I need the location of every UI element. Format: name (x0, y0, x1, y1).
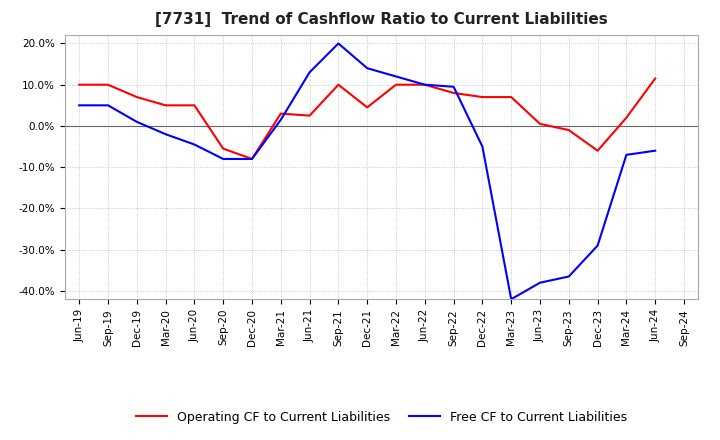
Free CF to Current Liabilities (449, 84, 458, 89)
Free CF to Current Liabilities (132, 119, 141, 125)
Operating CF to Current Liabilities (651, 76, 660, 81)
Operating CF to Current Liabilities (276, 111, 285, 116)
Free CF to Current Liabilities (478, 144, 487, 149)
Free CF to Current Liabilities (564, 274, 573, 279)
Free CF to Current Liabilities (104, 103, 112, 108)
Operating CF to Current Liabilities (363, 105, 372, 110)
Free CF to Current Liabilities (248, 156, 256, 161)
Operating CF to Current Liabilities (132, 95, 141, 100)
Legend: Operating CF to Current Liabilities, Free CF to Current Liabilities: Operating CF to Current Liabilities, Fre… (131, 406, 632, 429)
Free CF to Current Liabilities (363, 66, 372, 71)
Line: Free CF to Current Liabilities: Free CF to Current Liabilities (79, 44, 655, 299)
Free CF to Current Liabilities (190, 142, 199, 147)
Free CF to Current Liabilities (507, 297, 516, 302)
Operating CF to Current Liabilities (305, 113, 314, 118)
Title: [7731]  Trend of Cashflow Ratio to Current Liabilities: [7731] Trend of Cashflow Ratio to Curren… (156, 12, 608, 27)
Free CF to Current Liabilities (420, 82, 429, 87)
Free CF to Current Liabilities (219, 156, 228, 161)
Operating CF to Current Liabilities (334, 82, 343, 87)
Operating CF to Current Liabilities (593, 148, 602, 153)
Operating CF to Current Liabilities (248, 156, 256, 161)
Operating CF to Current Liabilities (219, 146, 228, 151)
Free CF to Current Liabilities (276, 117, 285, 122)
Operating CF to Current Liabilities (507, 95, 516, 100)
Free CF to Current Liabilities (622, 152, 631, 158)
Operating CF to Current Liabilities (420, 82, 429, 87)
Operating CF to Current Liabilities (190, 103, 199, 108)
Free CF to Current Liabilities (334, 41, 343, 46)
Operating CF to Current Liabilities (564, 128, 573, 133)
Free CF to Current Liabilities (593, 243, 602, 248)
Free CF to Current Liabilities (161, 132, 170, 137)
Free CF to Current Liabilities (651, 148, 660, 153)
Operating CF to Current Liabilities (478, 95, 487, 100)
Line: Operating CF to Current Liabilities: Operating CF to Current Liabilities (79, 78, 655, 159)
Operating CF to Current Liabilities (536, 121, 544, 127)
Operating CF to Current Liabilities (161, 103, 170, 108)
Operating CF to Current Liabilities (75, 82, 84, 87)
Free CF to Current Liabilities (536, 280, 544, 286)
Operating CF to Current Liabilities (449, 90, 458, 95)
Operating CF to Current Liabilities (104, 82, 112, 87)
Operating CF to Current Liabilities (622, 115, 631, 120)
Free CF to Current Liabilities (75, 103, 84, 108)
Operating CF to Current Liabilities (392, 82, 400, 87)
Free CF to Current Liabilities (305, 70, 314, 75)
Free CF to Current Liabilities (392, 74, 400, 79)
